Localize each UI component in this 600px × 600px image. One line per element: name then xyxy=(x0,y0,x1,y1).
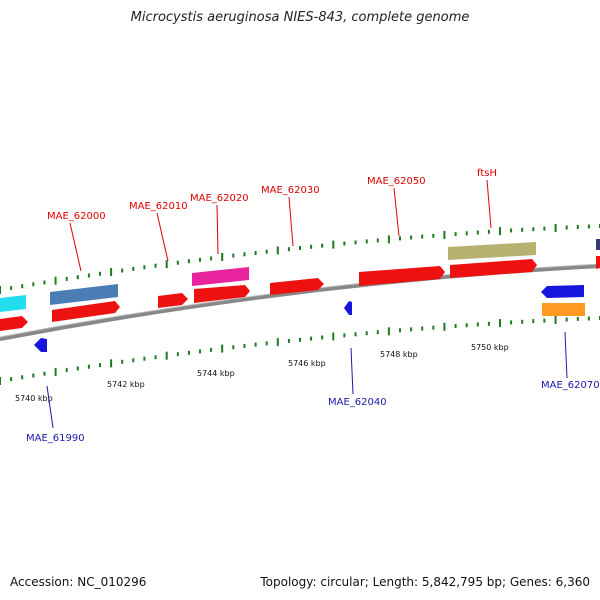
gene-mae-61990-outer[interactable] xyxy=(0,295,26,312)
label-mae-62050[interactable]: MAE_62050 xyxy=(367,176,426,187)
lower-tick-ruler xyxy=(0,316,600,385)
leader-mae-61990 xyxy=(46,385,54,429)
gene-mae-62010-fwd[interactable] xyxy=(158,293,188,308)
label-mae-62040[interactable]: MAE_62040 xyxy=(328,397,387,408)
forward-genes xyxy=(0,256,600,331)
genome-backbone xyxy=(0,264,600,341)
leader-mae-62050 xyxy=(393,187,400,237)
map-title: Microcystis aeruginosa NIES-843, complet… xyxy=(130,10,470,25)
leader-mae-62020 xyxy=(216,204,219,255)
gene-mae-61990-rev[interactable] xyxy=(34,338,47,352)
accession-text: Accession: NC_010296 xyxy=(10,575,147,589)
label-mae-62020[interactable]: MAE_62020 xyxy=(190,193,249,204)
gene-edge-outer[interactable] xyxy=(596,239,600,250)
gene-ftsh-fwd[interactable] xyxy=(450,259,537,278)
upper-tick-ruler xyxy=(0,224,600,294)
scale-label: 5750 kbp xyxy=(471,343,509,352)
leader-mae-62040 xyxy=(350,347,354,395)
label-mae-61990[interactable]: MAE_61990 xyxy=(26,433,85,444)
gene-mae-62040-rev[interactable] xyxy=(344,301,352,315)
scale-label: 5740 kbp xyxy=(15,394,53,403)
gene-mae-62000-outer[interactable] xyxy=(50,284,118,305)
genome-summary-text: Topology: circular; Length: 5,842,795 bp… xyxy=(260,575,590,589)
label-mae-62030[interactable]: MAE_62030 xyxy=(261,185,320,196)
scale-label: 5744 kbp xyxy=(197,369,235,378)
gene-mae-62050-fwd[interactable] xyxy=(359,266,445,286)
label-ftsh[interactable]: ftsH xyxy=(477,168,497,179)
label-mae-62070[interactable]: MAE_62070 xyxy=(541,380,600,391)
scale-label: 5746 kbp xyxy=(288,359,326,368)
gene-mae-61990-fwd[interactable] xyxy=(0,316,28,331)
gene-mae-62000-fwd[interactable] xyxy=(52,301,120,322)
leader-mae-62000 xyxy=(69,222,82,272)
label-mae-62010[interactable]: MAE_62010 xyxy=(129,201,188,212)
label-leaders xyxy=(46,179,568,429)
gene-mae-62030-fwd[interactable] xyxy=(270,278,324,295)
gene-mae-62070-outer[interactable] xyxy=(542,303,585,316)
scale-labels: 5740 kbp 5742 kbp 5744 kbp 5746 kbp 5748… xyxy=(15,343,509,403)
label-mae-62000[interactable]: MAE_62000 xyxy=(47,211,106,222)
gene-ftsh-outer[interactable] xyxy=(448,242,536,260)
gene-mae-62020-fwd[interactable] xyxy=(194,285,250,303)
gene-mae-62020-outer[interactable] xyxy=(192,267,249,286)
leader-mae-62070 xyxy=(564,331,568,379)
reverse-genes xyxy=(34,285,585,352)
scale-label: 5748 kbp xyxy=(380,350,418,359)
gene-labels: MAE_62000 MAE_62010 MAE_62020 MAE_62030 … xyxy=(26,168,600,444)
leader-mae-62010 xyxy=(156,212,169,262)
gene-mae-62070-rev[interactable] xyxy=(541,285,584,298)
gene-edge-fwd[interactable] xyxy=(596,256,600,269)
leader-mae-62030 xyxy=(288,196,294,247)
forward-outer-genes xyxy=(0,239,600,312)
leader-ftsh xyxy=(486,179,492,229)
scale-label: 5742 kbp xyxy=(107,380,145,389)
